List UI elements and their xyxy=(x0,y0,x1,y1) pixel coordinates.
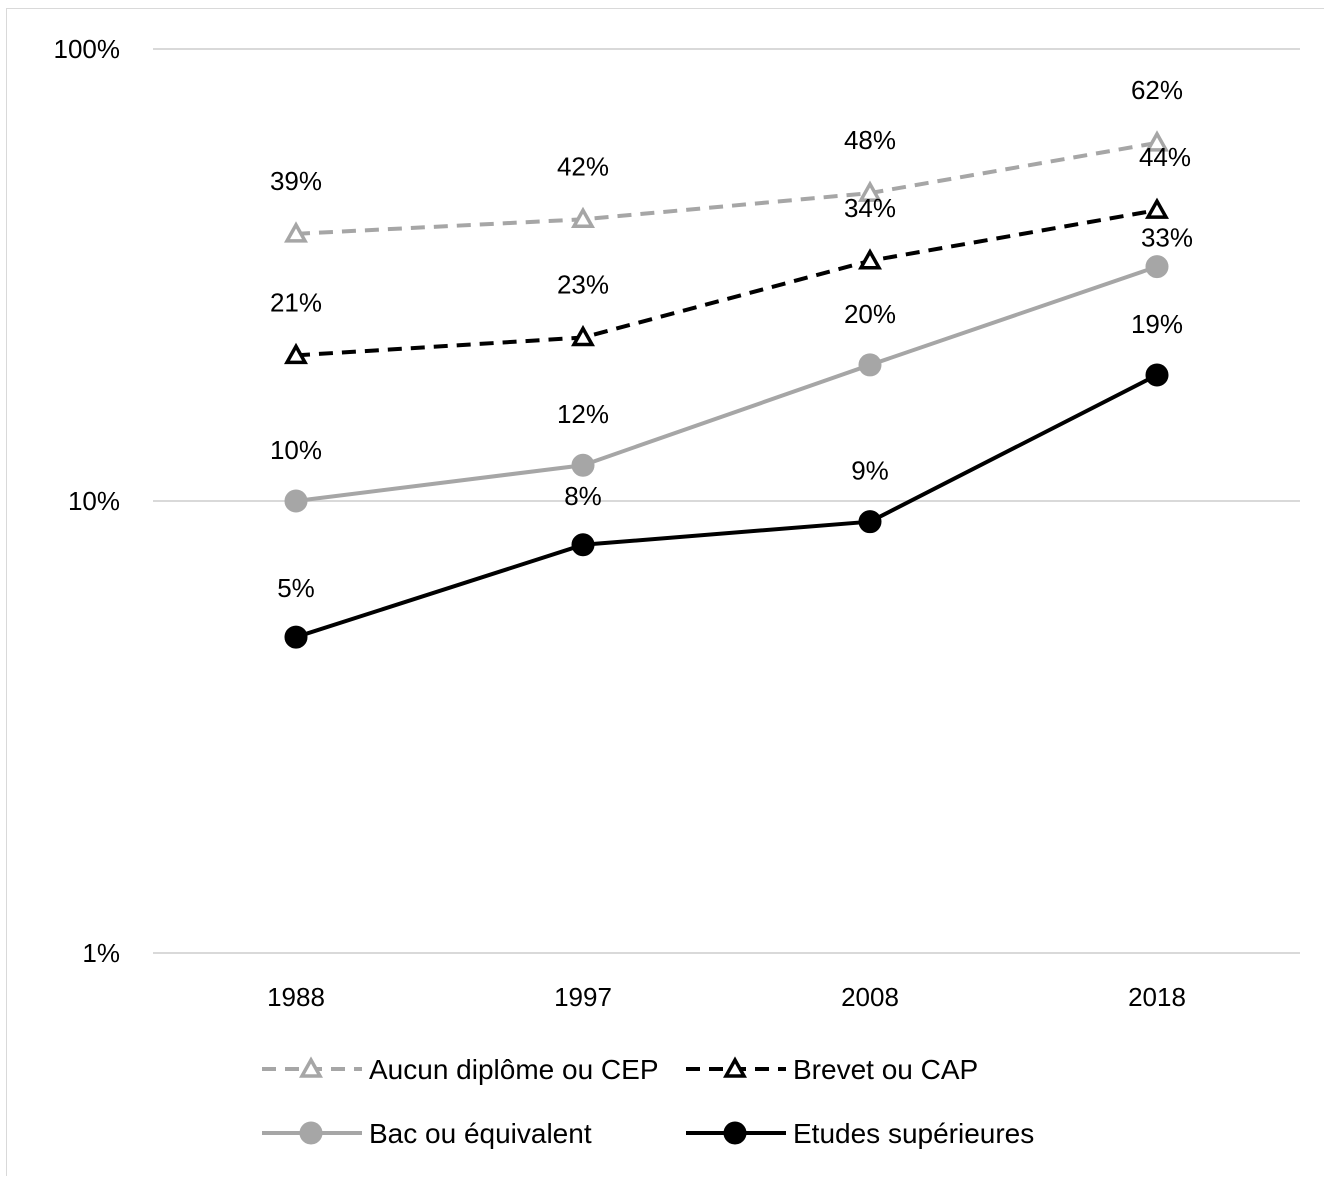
data-label-brevet-ou-cap-1988: 21% xyxy=(270,287,322,317)
data-label-etudes-superieures-1997: 8% xyxy=(564,481,602,511)
legend-marker-aucun-diplome-ou-cep xyxy=(299,1056,323,1078)
point-aucun-diplome-ou-cep-1988 xyxy=(284,221,308,243)
point-etudes-superieures-2008 xyxy=(858,510,882,534)
gridlines xyxy=(153,48,1300,954)
x-axis-tick-labels: 1988 1997 2008 2018 xyxy=(267,982,1186,1012)
y-tick-label: 1% xyxy=(82,938,120,968)
legend-label-bac-ou-equivalent: Bac ou équivalent xyxy=(369,1118,592,1149)
point-bac-ou-equivalent-2008 xyxy=(858,353,882,377)
x-tick-label-2018: 2018 xyxy=(1128,982,1186,1012)
series-lines xyxy=(295,140,1158,639)
point-brevet-ou-cap-1997 xyxy=(571,324,595,347)
data-label-aucun-diplome-ou-cep-2008: 48% xyxy=(844,125,896,155)
legend-entry-bac-ou-equivalent: Bac ou équivalent xyxy=(262,1118,592,1149)
series-markers xyxy=(284,130,1169,649)
point-bac-ou-equivalent-2018 xyxy=(1145,255,1169,279)
point-bac-ou-equivalent-1997 xyxy=(571,453,595,477)
point-aucun-diplome-ou-cep-1997 xyxy=(571,206,595,229)
x-tick-label-2008: 2008 xyxy=(841,982,899,1012)
point-aucun-diplome-ou-cep-2018 xyxy=(1145,130,1169,152)
data-label-etudes-superieures-2008: 9% xyxy=(851,456,889,486)
point-brevet-ou-cap-1988 xyxy=(284,342,308,365)
x-tick-label-1988: 1988 xyxy=(267,982,325,1012)
y-axis-tick-labels: 100% 10% 1% xyxy=(54,34,121,968)
legend-marker-etudes-superieures xyxy=(723,1121,747,1145)
data-label-bac-ou-equivalent-1997: 12% xyxy=(557,399,609,429)
legend-label-etudes-superieures: Etudes supérieures xyxy=(793,1118,1034,1149)
point-brevet-ou-cap-2008 xyxy=(858,248,882,270)
data-label-brevet-ou-cap-2008: 34% xyxy=(844,193,896,223)
data-label-brevet-ou-cap-1997: 23% xyxy=(557,269,609,299)
point-etudes-superieures-1988 xyxy=(284,625,308,649)
point-etudes-superieures-2018 xyxy=(1145,363,1169,387)
point-aucun-diplome-ou-cep-2008 xyxy=(858,180,882,202)
legend-marker-bac-ou-equivalent xyxy=(299,1121,323,1145)
legend-entry-aucun-diplome-ou-cep: Aucun diplôme ou CEP xyxy=(262,1054,659,1085)
legend-label-brevet-ou-cap: Brevet ou CAP xyxy=(793,1054,978,1085)
data-label-bac-ou-equivalent-2018: 33% xyxy=(1141,223,1193,253)
series-line-aucun-diplome-ou-cep xyxy=(295,140,1158,236)
point-bac-ou-equivalent-1988 xyxy=(284,489,308,513)
data-label-aucun-diplome-ou-cep-1997: 42% xyxy=(557,151,609,181)
legend: Aucun diplôme ou CEP Brevet ou CAP Bac ou … xyxy=(262,1054,1034,1149)
chart-frame xyxy=(6,8,1324,1176)
y-tick-label: 10% xyxy=(68,486,120,516)
point-brevet-ou-cap-2018 xyxy=(1145,197,1169,219)
data-label-brevet-ou-cap-2018: 44% xyxy=(1139,142,1191,172)
y-tick-label: 100% xyxy=(54,34,121,64)
data-labels: 39% 42% 48% 62% 21% 23% 34% 44% 10% 12% 20% 33% 5% 8%… xyxy=(270,75,1193,603)
legend-label-aucun-diplome-ou-cep: Aucun diplôme ou CEP xyxy=(369,1054,659,1085)
data-label-etudes-superieures-2018: 19% xyxy=(1131,309,1183,339)
point-etudes-superieures-1997 xyxy=(571,533,595,557)
data-label-etudes-superieures-1988: 5% xyxy=(277,573,315,603)
legend-entry-etudes-superieures: Etudes supérieures xyxy=(686,1118,1034,1149)
series-line-bac-ou-equivalent xyxy=(295,264,1158,503)
legend-marker-brevet-ou-cap xyxy=(723,1056,747,1078)
data-label-bac-ou-equivalent-1988: 10% xyxy=(270,435,322,465)
data-label-aucun-diplome-ou-cep-1988: 39% xyxy=(270,166,322,196)
data-label-bac-ou-equivalent-2008: 20% xyxy=(844,299,896,329)
legend-entry-brevet-ou-cap: Brevet ou CAP xyxy=(686,1054,978,1085)
series-line-etudes-superieures xyxy=(295,373,1158,639)
x-tick-label-1997: 1997 xyxy=(554,982,612,1012)
data-label-aucun-diplome-ou-cep-2018: 62% xyxy=(1131,75,1183,105)
series-line-brevet-ou-cap xyxy=(295,208,1158,358)
